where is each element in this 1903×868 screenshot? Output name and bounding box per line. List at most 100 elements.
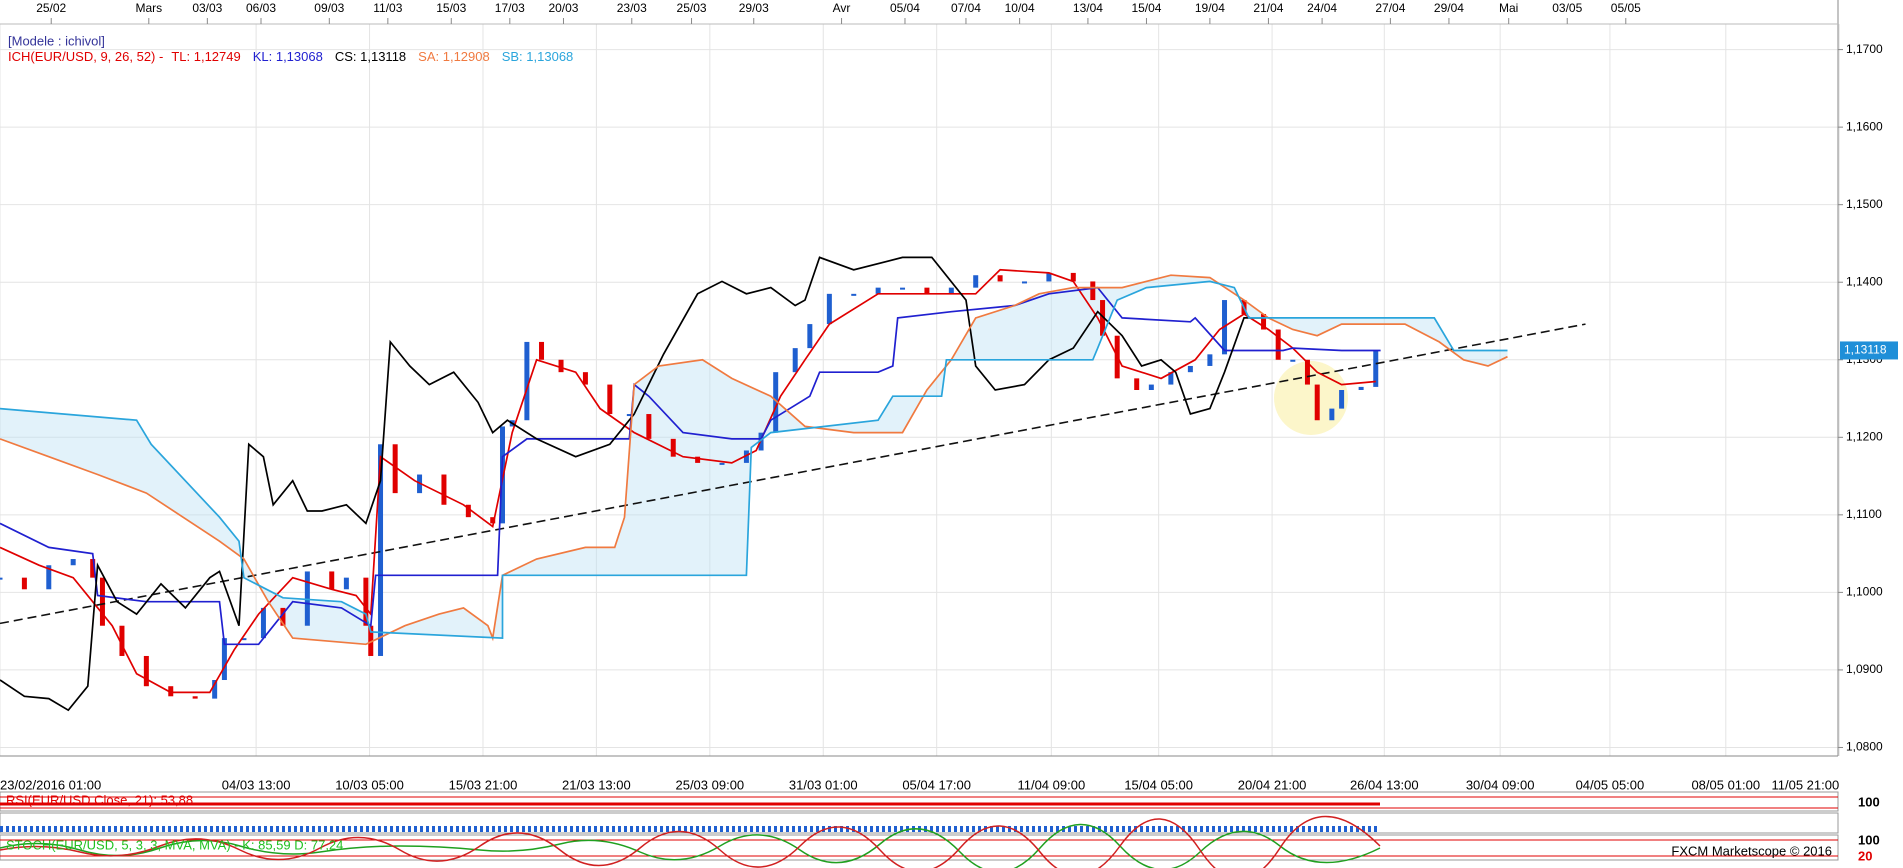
x2-tick-label: 29/03	[739, 1, 769, 15]
footer: FXCM Marketscope © 2016	[1671, 843, 1832, 858]
candle	[607, 384, 613, 415]
candle	[1090, 281, 1096, 301]
x2-tick-label: 09/03	[314, 1, 344, 15]
x2-tick-label: 15/04	[1131, 1, 1161, 15]
series-line	[0, 256, 1264, 712]
candle	[626, 414, 632, 417]
indicator-label: ICH(EUR/USD, 9, 26, 52) -	[8, 49, 163, 64]
model-label: [Modele : ichivol]	[8, 33, 105, 48]
stoch-label: STOCH(EUR/USD, 5, 3, 3, MVA, MVA) - K: 8…	[6, 837, 343, 852]
candle	[1261, 314, 1267, 330]
candle	[695, 456, 701, 463]
y-tick-label: 1,1100	[1846, 507, 1882, 521]
x-tick-label: 23/02/2016 01:00	[0, 777, 101, 792]
stoch-scale: 100	[1858, 832, 1880, 847]
candle	[826, 293, 832, 325]
y-tick-label: 1,1400	[1846, 274, 1883, 288]
candle	[168, 686, 174, 697]
volume-panel	[0, 812, 1839, 834]
plot	[0, 256, 1586, 712]
x2-tick-label: Mai	[1499, 1, 1518, 15]
candle	[1046, 272, 1052, 282]
x-tick-label: 30/04 09:00	[1466, 777, 1535, 792]
x2-tick-label: 23/03	[617, 1, 647, 15]
x-tick-label: 04/03 13:00	[222, 777, 291, 792]
candle	[343, 577, 349, 590]
candle	[997, 275, 1003, 282]
legend-entry: SA: 1,12908	[418, 49, 490, 64]
x-tick-label: 11/04 09:00	[1017, 777, 1085, 792]
x2-tick-label: 05/05	[1611, 1, 1641, 15]
candle	[441, 474, 447, 505]
candle	[363, 577, 369, 626]
candle	[924, 287, 930, 294]
series-line	[0, 268, 1376, 694]
candle	[773, 372, 779, 433]
candle	[973, 275, 979, 288]
candle	[670, 438, 676, 457]
candle	[1339, 390, 1345, 409]
candle	[329, 571, 335, 590]
stoch-d	[0, 815, 1381, 868]
candle	[70, 559, 76, 566]
legend-entry: KL: 1,13068	[253, 49, 323, 64]
candle	[875, 287, 881, 294]
rsi-label: RSI(EUR/USD.Close, 21): 53,88	[6, 792, 193, 807]
x-tick-label: 26/04 13:00	[1350, 777, 1419, 792]
candle	[1373, 350, 1379, 387]
y-tick-label: 1,1200	[1846, 429, 1883, 443]
x-tick-label: 15/04 05:00	[1124, 777, 1193, 792]
legend-entry: CS: 1,13118	[335, 49, 406, 64]
x2-tick-label: 20/03	[548, 1, 578, 15]
x2-tick-label: 07/04	[951, 1, 981, 15]
candle	[99, 577, 105, 626]
candle	[192, 696, 198, 699]
y-tick-label: 1,1000	[1846, 585, 1883, 599]
x-tick-label: 10/03 05:00	[335, 777, 404, 792]
candle	[582, 372, 588, 385]
series-line	[0, 286, 1381, 646]
y-tick-label: 1,1500	[1846, 197, 1883, 211]
stoch-k	[0, 823, 1381, 868]
candle	[0, 577, 3, 580]
candle	[465, 504, 471, 518]
candle	[212, 680, 218, 699]
x2-tick-label: 29/04	[1434, 1, 1464, 15]
x2-tick-label: 24/04	[1307, 1, 1337, 15]
candle	[900, 287, 906, 290]
candle	[524, 341, 530, 421]
x2-tick-label: 17/03	[495, 1, 525, 15]
x-tick-label: 04/05 05:00	[1576, 777, 1645, 792]
candle	[851, 293, 857, 296]
candle	[1100, 300, 1106, 336]
x2-tick-label: 13/04	[1073, 1, 1103, 15]
stoch-scale: 20	[1858, 848, 1872, 863]
x2-tick-label: 19/04	[1195, 1, 1225, 15]
x2-tick-label: 25/03	[677, 1, 707, 15]
candle	[1134, 378, 1140, 390]
x2-tick-label: 11/03	[373, 1, 402, 15]
y-tick-label: 1,0800	[1846, 740, 1883, 754]
candle	[1329, 408, 1335, 421]
candle	[1070, 272, 1076, 282]
candle	[1207, 354, 1213, 366]
candle	[558, 359, 564, 373]
last-price-label: 1,13118	[1844, 343, 1887, 357]
candle	[1021, 281, 1027, 284]
candle	[221, 638, 227, 681]
candle	[719, 462, 725, 465]
x-tick-label: 11/05 21:00	[1772, 777, 1840, 792]
x-tick-label: 15/03 21:00	[449, 777, 518, 792]
candle	[46, 565, 52, 590]
series-line	[0, 274, 1508, 646]
candle	[807, 324, 813, 349]
x-tick-label: 21/03 13:00	[562, 777, 631, 792]
candle	[1314, 384, 1320, 421]
rsi-scale: 100	[1858, 794, 1880, 809]
candle	[646, 414, 652, 439]
x2-tick-label: 27/04	[1375, 1, 1405, 15]
x-tick-label: 31/03 01:00	[789, 777, 858, 792]
